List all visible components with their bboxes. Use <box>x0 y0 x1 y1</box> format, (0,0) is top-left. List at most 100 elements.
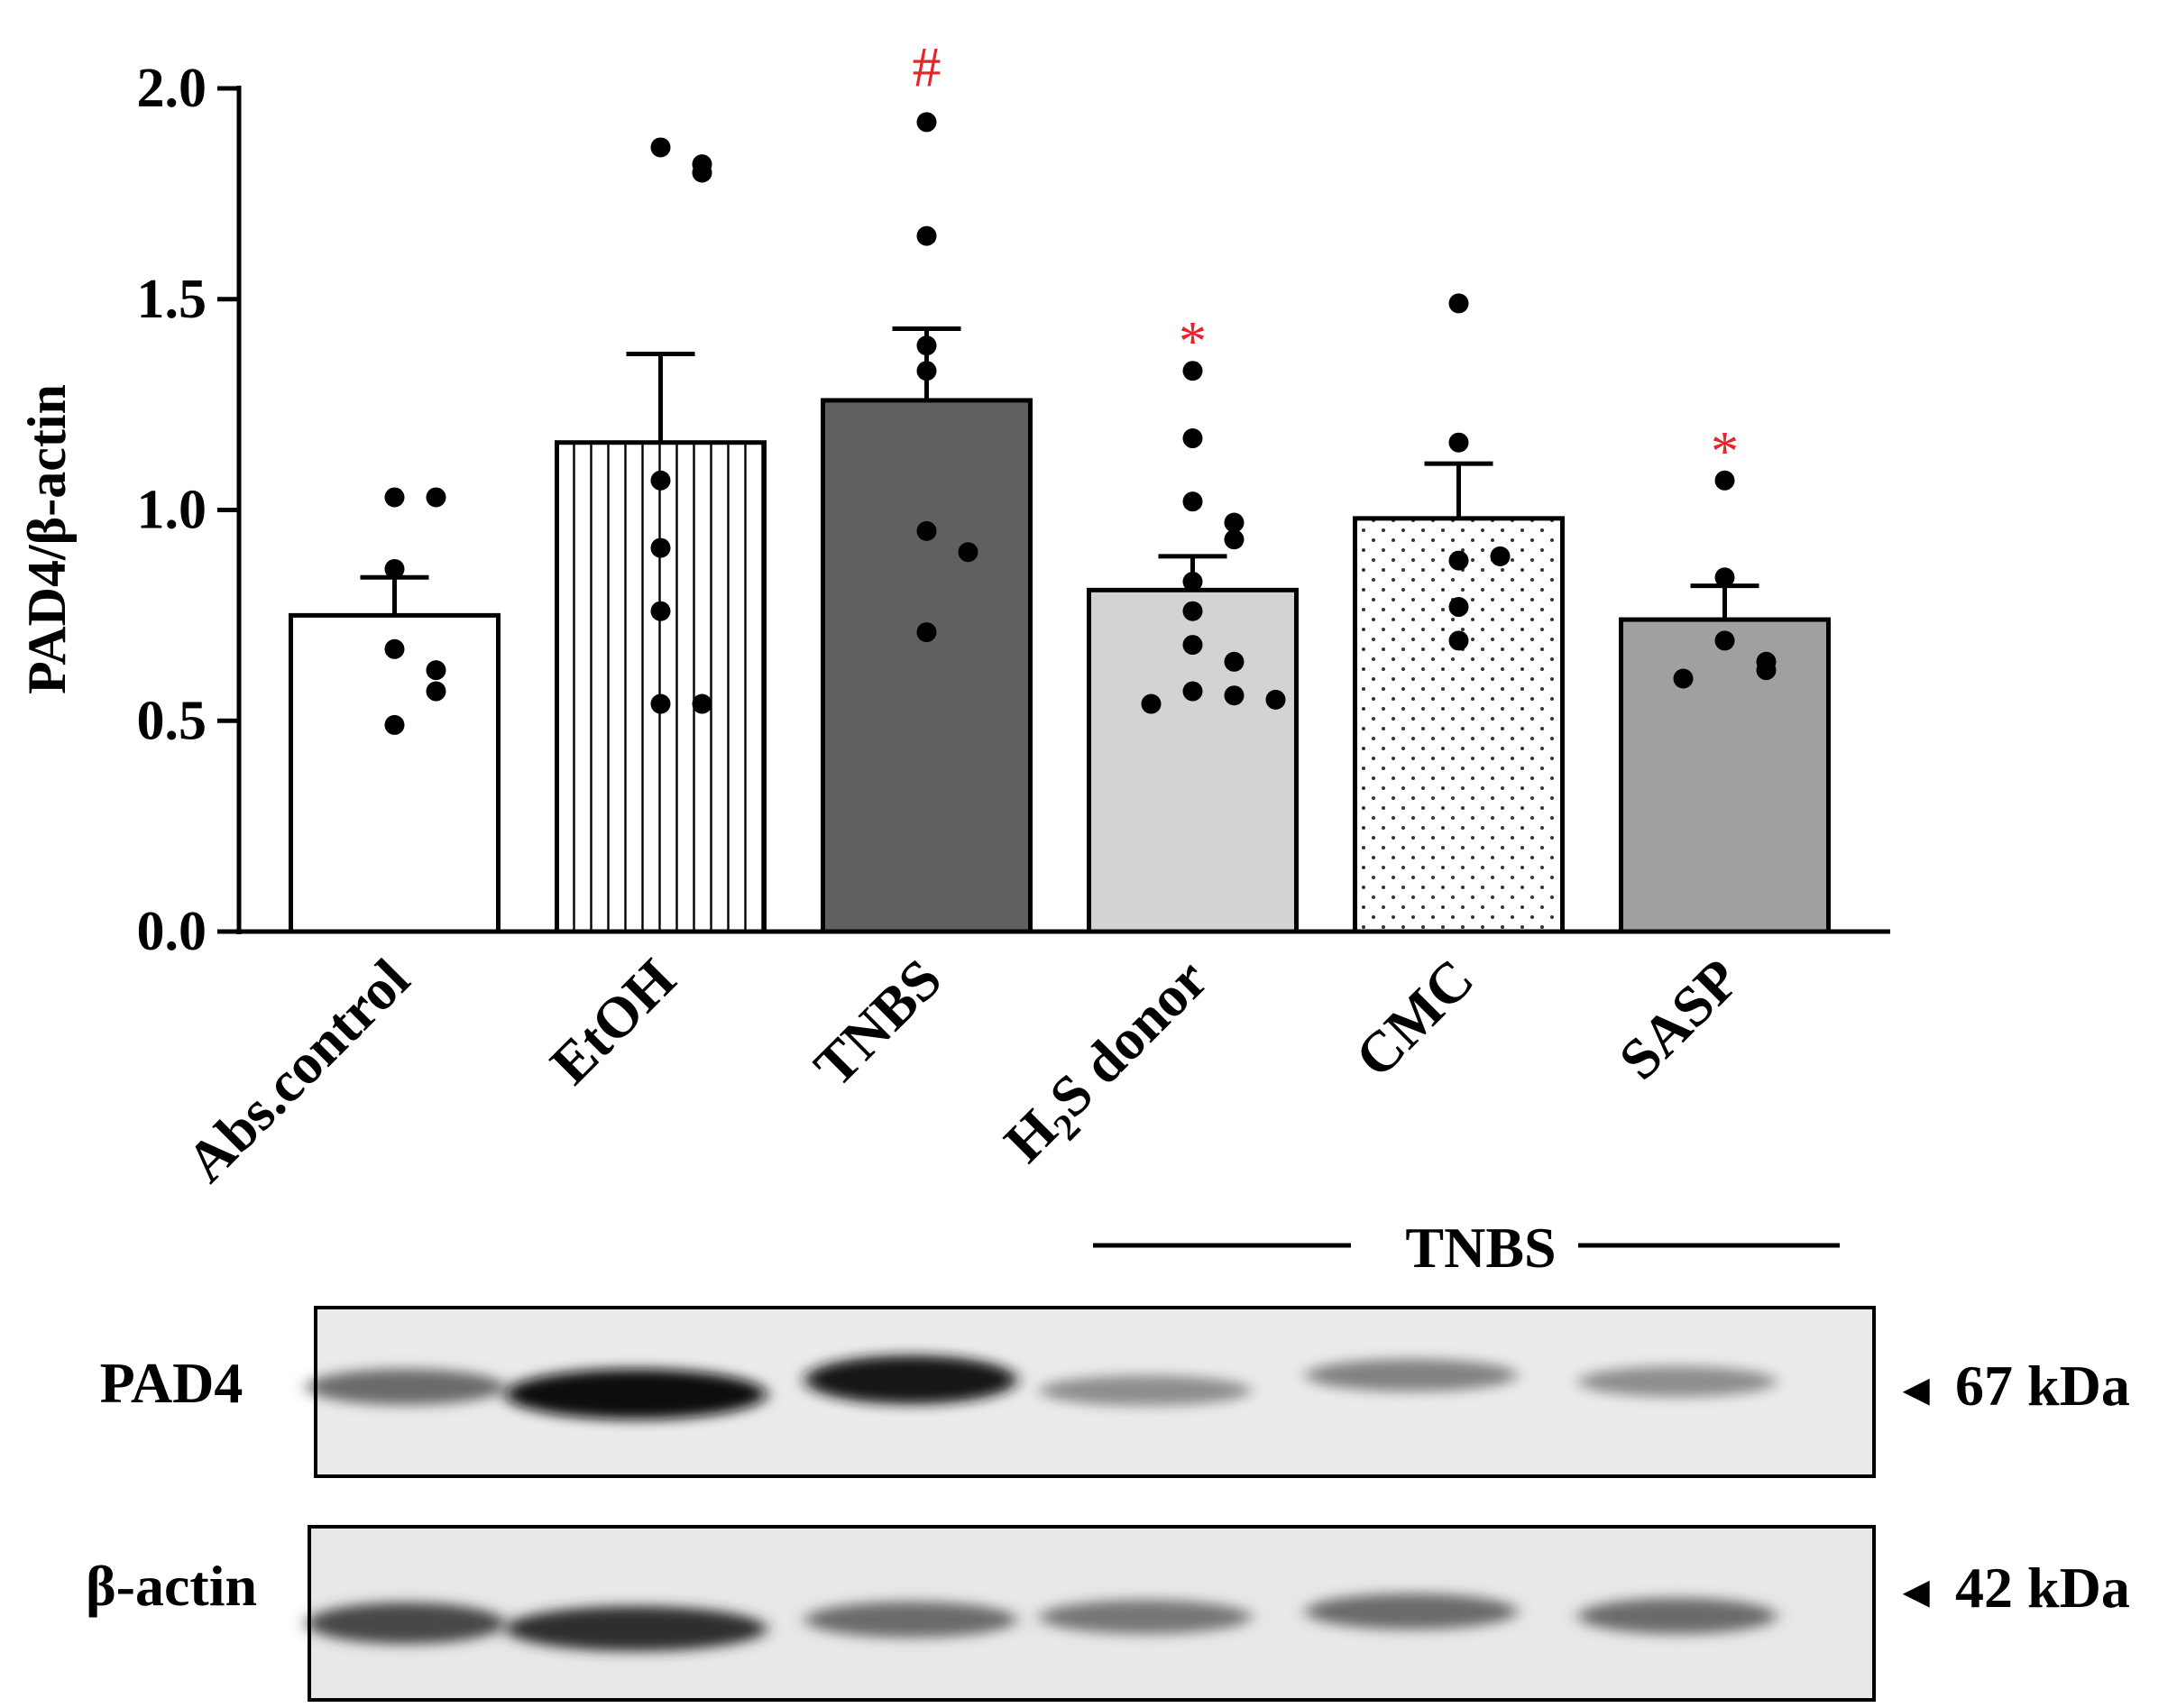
data-point <box>426 660 446 681</box>
blot-band <box>505 1606 767 1651</box>
data-point <box>1448 293 1469 314</box>
x-tick-label: CMC <box>1343 947 1485 1089</box>
x-tick-label: Abs.control <box>174 947 421 1194</box>
group-label: TNBS <box>1405 1216 1556 1280</box>
data-point <box>650 137 671 158</box>
data-point <box>384 638 405 659</box>
data-point <box>426 487 446 508</box>
blot-panel <box>307 1306 1876 1478</box>
data-point <box>916 520 937 541</box>
error-bar <box>1424 461 1493 519</box>
data-point <box>650 601 671 621</box>
data-point <box>916 225 937 246</box>
data-point <box>1182 361 1203 381</box>
error-bar <box>360 574 429 616</box>
data-point <box>1265 689 1286 710</box>
beta-actin-blot: β-actin ◄ 42 kDa <box>86 1525 2130 1702</box>
data-points <box>384 112 1777 735</box>
blot-frame <box>314 1306 1876 1478</box>
data-point <box>916 361 937 381</box>
data-point <box>1182 601 1203 621</box>
significance-mark: * <box>1711 421 1739 482</box>
blot-protein-label: PAD4 <box>100 1351 243 1415</box>
significance-mark: * <box>1179 311 1207 372</box>
y-tick-label: 0.5 <box>137 690 207 751</box>
data-point <box>692 693 712 714</box>
x-tick-label: H2S donor <box>992 947 1226 1180</box>
data-point <box>1756 660 1777 681</box>
bar <box>289 612 501 934</box>
data-point <box>1714 470 1735 491</box>
data-point <box>1448 550 1469 571</box>
data-point <box>958 542 978 563</box>
y-tick-label: 2.0 <box>137 58 207 119</box>
data-point <box>1182 681 1203 702</box>
data-point <box>650 693 671 714</box>
blot-panel <box>307 1525 1876 1702</box>
x-tick-labels: Abs.control EtOH TNBS H2S donor CMC SASP <box>174 947 1751 1194</box>
data-point <box>426 681 446 702</box>
data-point <box>384 487 405 508</box>
data-point <box>1448 432 1469 453</box>
blot-marker-arrow: ◄ <box>1894 1364 1939 1415</box>
data-point <box>1714 567 1735 588</box>
blot-band <box>1039 1375 1252 1406</box>
blot-band <box>804 1355 1017 1404</box>
data-point <box>1714 630 1735 651</box>
data-point <box>1182 491 1203 512</box>
blot-marker-label: 42 kDa <box>1955 1556 2130 1620</box>
blot-marker-label: 67 kDa <box>1955 1354 2130 1418</box>
data-point <box>650 470 671 491</box>
error-bar <box>626 352 695 443</box>
blot-protein-label: β-actin <box>86 1554 257 1618</box>
x-tick-label: EtOH <box>538 947 688 1097</box>
data-point <box>1490 546 1511 566</box>
error-bar <box>1690 583 1759 620</box>
data-point <box>1224 651 1245 672</box>
data-point <box>384 558 405 579</box>
y-tick-label: 1.0 <box>137 480 207 541</box>
y-tick-label: 0.0 <box>137 901 207 962</box>
blot-band <box>505 1369 767 1419</box>
y-tick-label: 1.5 <box>137 269 207 330</box>
y-axis: 0.0 0.5 1.0 1.5 2.0 <box>137 58 242 962</box>
pad4-blot: PAD4 ◄ 67 kDa <box>100 1306 2130 1478</box>
blot-band <box>804 1602 1017 1638</box>
blot-band <box>307 1602 505 1644</box>
blot-frame <box>308 1525 1876 1702</box>
data-point <box>1673 668 1694 689</box>
blot-marker-arrow: ◄ <box>1894 1566 1939 1617</box>
bars <box>289 398 1831 934</box>
blot-band <box>1578 1366 1777 1397</box>
bar <box>1619 617 1831 934</box>
data-point <box>1182 571 1203 592</box>
significance-mark: # <box>913 34 942 98</box>
blot-band <box>1578 1598 1777 1634</box>
tnbs-group-bracket: TNBS <box>1093 1216 1840 1280</box>
data-point <box>1182 428 1203 449</box>
data-point <box>1141 693 1162 714</box>
data-point <box>1182 635 1203 656</box>
data-point <box>692 162 712 183</box>
data-point <box>650 537 671 558</box>
data-point <box>1448 597 1469 618</box>
data-point <box>1224 685 1245 706</box>
blot-band <box>1305 1359 1518 1391</box>
data-point <box>1224 529 1245 550</box>
data-point <box>916 622 937 643</box>
data-point <box>1224 512 1245 533</box>
significance-marks: # * * <box>913 34 1740 482</box>
data-point <box>916 112 937 133</box>
data-point <box>916 335 937 356</box>
x-tick-label: SASP <box>1607 947 1752 1092</box>
blot-band <box>307 1369 505 1405</box>
x-tick-label: TNBS <box>802 947 953 1098</box>
y-axis-label: PAD4/β-actin <box>17 384 77 694</box>
bar <box>821 398 1033 934</box>
bar <box>555 440 767 934</box>
blot-band <box>1305 1593 1518 1630</box>
data-point <box>384 714 405 735</box>
blot-band <box>1039 1600 1252 1634</box>
